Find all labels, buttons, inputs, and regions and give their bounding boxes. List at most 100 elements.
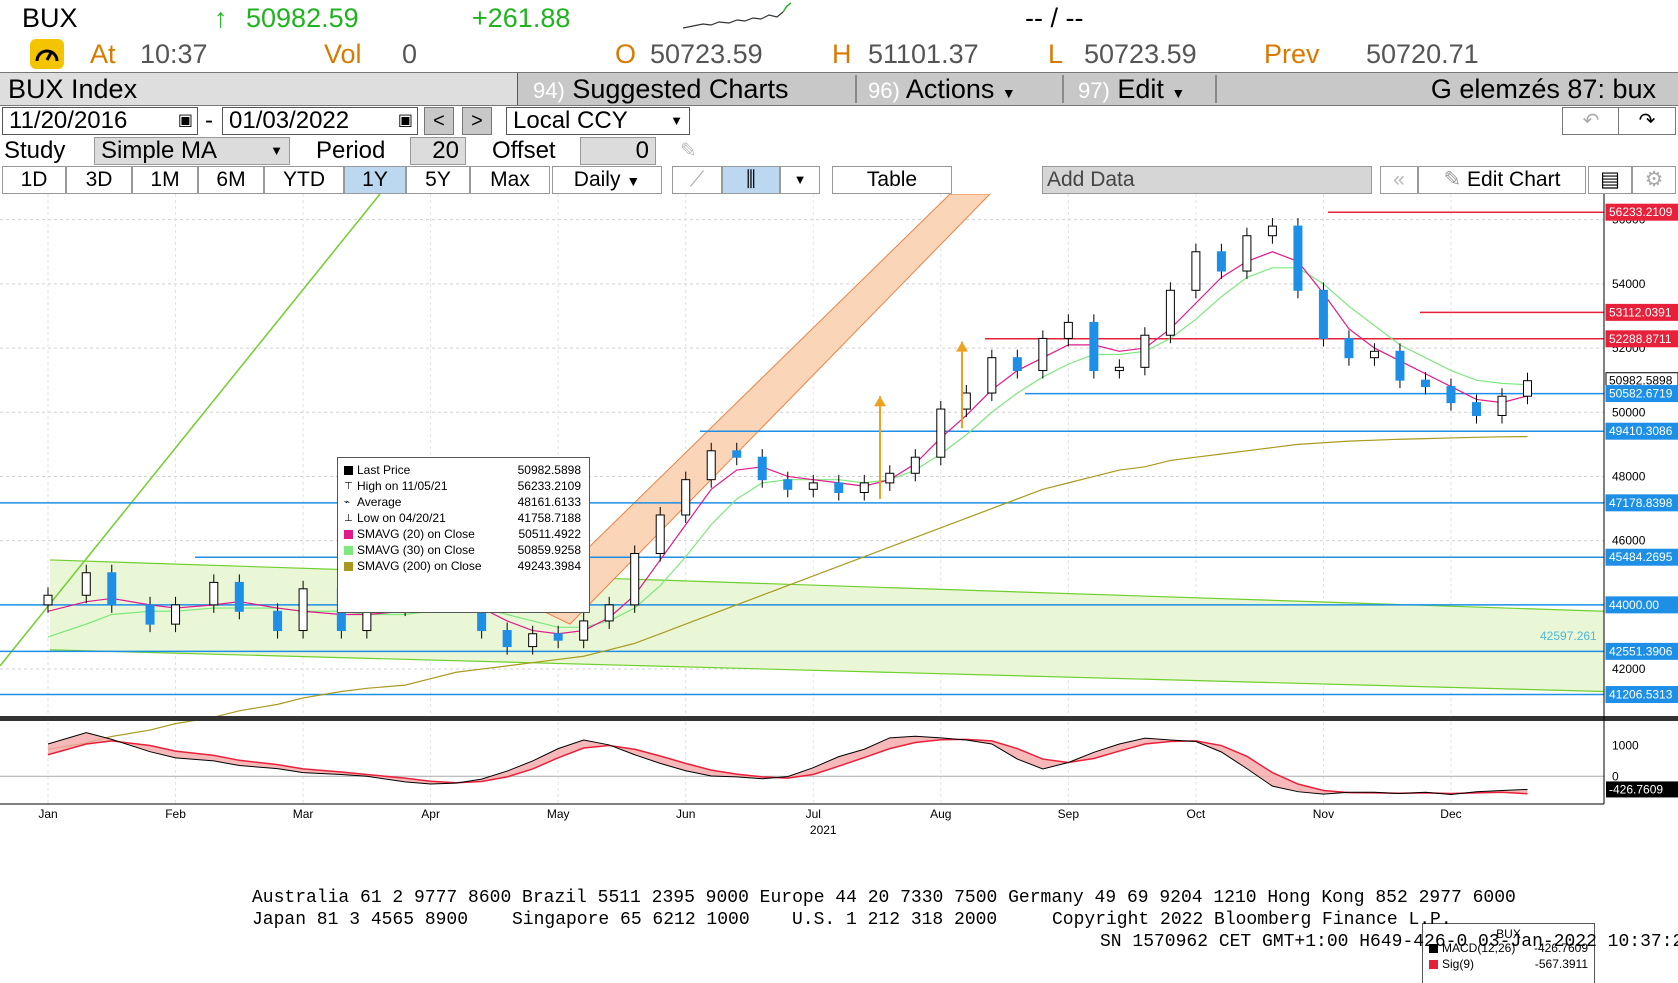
channel-value-label: 42597.261 <box>1540 629 1597 643</box>
high-value: 51101.37 <box>868 39 979 69</box>
end-date-field[interactable]: 01/03/2022 ▣ <box>222 107 418 135</box>
security-title[interactable]: BUX Index <box>0 73 518 105</box>
legend-swatch <box>344 530 353 540</box>
offset-label: Offset <box>492 137 556 164</box>
study-select[interactable]: Simple MA ▼ <box>94 137 290 165</box>
candle <box>732 450 742 458</box>
redo-button[interactable]: ↷ <box>1618 107 1676 135</box>
month-label: Jul <box>806 807 821 821</box>
quote-row: BUX ↑ 50982.59 +261.88 -- / -- <box>0 0 1678 36</box>
gear-icon[interactable]: ⚙ <box>1632 166 1676 194</box>
divider <box>855 75 857 103</box>
suggested-num: 94) <box>533 78 565 103</box>
month-label: Feb <box>165 807 186 821</box>
price-tag <box>1605 385 1678 403</box>
caret-down-icon: ▼ <box>1001 85 1016 101</box>
candle <box>987 357 997 394</box>
price-tag-label: 42551.3906 <box>1609 644 1673 658</box>
macd-swatch <box>1429 944 1438 954</box>
speedometer-icon[interactable] <box>30 39 64 69</box>
price-tag-label: 52288.8711 <box>1609 332 1672 346</box>
tabs-row: 1D 3D 1M 6M YTD 1Y 5Y Max Daily ▼ ⟋ ⫼ ▼ … <box>0 166 1678 194</box>
price-chart[interactable]: 1000 0 Jan Feb Mar Apr May Jun Jul Aug Sep Oct Nov De… <box>0 194 1678 894</box>
flag-upper-line <box>49 559 1605 612</box>
candle <box>1191 251 1201 291</box>
candle <box>604 604 614 622</box>
quote-details-row: At 10:37 Vol 0 O 50723.59 H 51101.37 L 5… <box>0 36 1678 72</box>
offset-input[interactable]: 0 <box>580 137 656 165</box>
tab-3d[interactable]: 3D <box>66 166 132 194</box>
chart-type-dropdown[interactable]: ▼ <box>780 166 820 194</box>
tab-ytd[interactable]: YTD <box>264 166 344 194</box>
chart-legend: Last Price 50982.5898 ⊤ High on 11/05/21 562… <box>337 457 590 613</box>
macd-line <box>47 732 1528 795</box>
add-data-input[interactable]: Add Data <box>1042 166 1372 194</box>
candle <box>1369 350 1379 359</box>
chart-settings-icon[interactable]: ▤ <box>1588 166 1632 194</box>
divider <box>1062 75 1064 103</box>
prev-period-button[interactable]: < <box>424 107 454 135</box>
legend-row: ⊥ Low on 04/20/21 41758.7188 <box>344 510 583 526</box>
price-tag-label: 50582.6719 <box>1609 387 1673 401</box>
period-input[interactable]: 20 <box>410 137 466 165</box>
tab-6m[interactable]: 6M <box>198 166 264 194</box>
legend-swatch: ⊤ <box>344 481 353 493</box>
tab-max[interactable]: Max <box>470 166 550 194</box>
candle <box>1242 235 1252 272</box>
flag-channel <box>50 559 1604 692</box>
tab-1y[interactable]: 1Y <box>344 166 406 194</box>
undo-button[interactable]: ↶ <box>1562 107 1620 135</box>
legend-label: Last Price <box>357 463 411 477</box>
candle <box>961 392 971 410</box>
month-label: May <box>547 807 570 821</box>
price-tag-label: 44000.00 <box>1609 598 1659 612</box>
end-date: 01/03/2022 <box>229 107 350 134</box>
month-label: Dec <box>1440 807 1461 821</box>
month-label: Oct <box>1187 807 1206 821</box>
study-row: Study Simple MA ▼ Period 20 Offset 0 ✎ <box>0 136 1678 166</box>
study-label: Study <box>4 137 66 164</box>
price-axis-label: 54000 <box>1612 277 1646 291</box>
legend-value: 50511.4922 <box>518 527 581 541</box>
table-button[interactable]: Table <box>832 166 952 194</box>
macd-value: -426.7609 <box>1533 941 1588 955</box>
candle <box>1038 337 1048 372</box>
date-range-row: 11/20/2016 ▣ - 01/03/2022 ▣ < > Local CC… <box>0 106 1678 136</box>
currency-value: Local CCY <box>513 107 628 134</box>
candle <box>171 604 181 625</box>
line-chart-icon[interactable]: ⟋ <box>672 166 722 194</box>
price-tag-label: 45484.2695 <box>1609 550 1673 564</box>
tab-1d[interactable]: 1D <box>2 166 66 194</box>
calendar-icon[interactable]: ▣ <box>177 112 193 129</box>
low-value: 50723.59 <box>1084 39 1197 69</box>
edit-num: 97) <box>1078 78 1110 103</box>
candle <box>1216 251 1226 272</box>
frequency-select[interactable]: Daily ▼ <box>552 166 662 194</box>
edit-chart-button[interactable]: ✎ Edit Chart <box>1418 166 1586 194</box>
legend-swatch: ⊥ <box>344 513 353 525</box>
chart-area: 1000 0 Jan Feb Mar Apr May Jun Jul Aug Sep Oct Nov De… <box>0 194 1678 983</box>
prev-label: Prev <box>1264 39 1320 69</box>
legend-label: Low on 04/20/21 <box>357 511 446 525</box>
legend-value: 48161.6133 <box>517 495 581 509</box>
caret-down-icon: ▼ <box>670 113 683 128</box>
tab-1m[interactable]: 1M <box>132 166 198 194</box>
edit-menu[interactable]: 97) Edit ▼ <box>1078 73 1185 105</box>
candle <box>579 620 589 641</box>
arrow-head-icon <box>874 396 886 407</box>
legend-value: 50982.5898 <box>517 463 581 477</box>
suggested-label: Suggested Charts <box>572 74 789 104</box>
collapse-icon[interactable]: « <box>1380 166 1418 194</box>
next-period-button[interactable]: > <box>462 107 492 135</box>
period-label: Period <box>316 137 386 164</box>
price-tag <box>1605 596 1678 614</box>
candlestick-icon[interactable]: ⫼ <box>722 166 780 194</box>
tab-5y[interactable]: 5Y <box>406 166 470 194</box>
candle <box>808 482 818 490</box>
actions-menu[interactable]: 96) Actions ▼ <box>868 73 1016 105</box>
calendar-icon[interactable]: ▣ <box>397 112 413 129</box>
start-date-field[interactable]: 11/20/2016 ▣ <box>2 107 198 135</box>
pencil-icon[interactable]: ✎ <box>680 140 697 162</box>
suggested-charts-menu[interactable]: 94) Suggested Charts <box>533 73 788 105</box>
currency-select[interactable]: Local CCY ▼ <box>506 107 690 135</box>
